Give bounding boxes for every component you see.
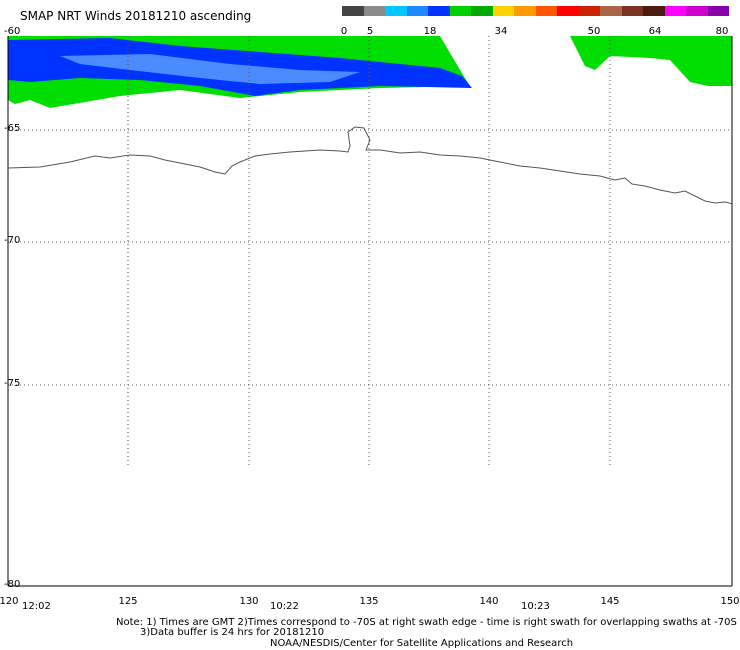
lat-label: -80 <box>4 579 21 590</box>
colorbar-strip <box>342 6 729 16</box>
colorbar-segment <box>342 6 364 16</box>
colorbar-segment <box>428 6 450 16</box>
colorbar-tick-label: 34 <box>494 26 508 37</box>
grid-lines <box>8 36 732 465</box>
lat-label: -65 <box>4 123 21 134</box>
lon-label: 125 <box>118 596 138 607</box>
lat-label: -70 <box>4 235 21 246</box>
colorbar-segment <box>643 6 665 16</box>
colorbar-segment <box>686 6 708 16</box>
colorbar-tick-label: 0 <box>340 26 348 37</box>
note-line-2: 3)Data buffer is 24 hrs for 20181210 <box>140 627 325 638</box>
colorbar-segment <box>385 6 407 16</box>
colorbar-segment <box>664 6 686 16</box>
colorbar-tick-label: 5 <box>366 26 374 37</box>
colorbar-segment <box>363 6 385 16</box>
colorbar-segment <box>707 6 729 16</box>
map-title: SMAP NRT Winds 20181210 ascending <box>20 9 252 23</box>
lon-label: 120 <box>0 596 19 607</box>
colorbar-segment <box>471 6 493 16</box>
colorbar-segment <box>621 6 643 16</box>
wind-speed-colorbar: 0 5 18 34 50 64 80 <box>340 6 729 38</box>
colorbar-tick-label: 18 <box>423 26 437 37</box>
colorbar-segment <box>578 6 600 16</box>
colorbar-segment <box>600 6 622 16</box>
time-label: 10:22 <box>270 601 299 612</box>
lon-label: 140 <box>479 596 499 607</box>
lat-label: -60 <box>4 26 21 37</box>
colorbar-tick-label: 80 <box>715 26 729 37</box>
colorbar-segment <box>535 6 557 16</box>
colorbar-segment <box>492 6 514 16</box>
colorbar-tick-label: 64 <box>648 26 662 37</box>
lon-label: 130 <box>239 596 259 607</box>
colorbar-segment <box>406 6 428 16</box>
antarctic-coastline <box>7 126 734 205</box>
credit-line: NOAA/NESDIS/Center for Satellite Applica… <box>270 638 574 649</box>
lat-label: -75 <box>4 378 21 389</box>
colorbar-segment <box>514 6 536 16</box>
colorbar-segment <box>449 6 471 16</box>
lon-label: 150 <box>720 596 740 607</box>
wind-swath-lightblue <box>60 54 360 84</box>
colorbar-segment <box>557 6 579 16</box>
lon-label: 135 <box>359 596 379 607</box>
map-border <box>7 36 733 587</box>
colorbar-tick-label: 50 <box>587 26 601 37</box>
time-label: 10:23 <box>521 601 550 612</box>
note-line-1: Note: 1) Times are GMT 2)Times correspon… <box>116 617 737 628</box>
wind-swath-green-right <box>570 36 732 86</box>
lon-label: 145 <box>600 596 620 607</box>
time-label: 12:02 <box>22 601 51 612</box>
